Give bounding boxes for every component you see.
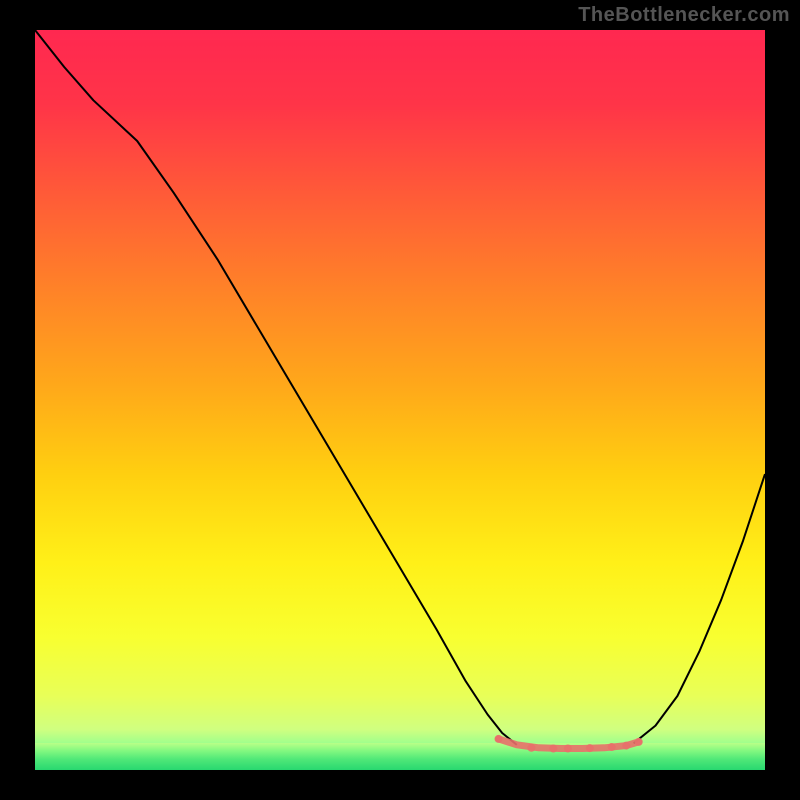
bottleneck-curve-left [35, 30, 517, 745]
optimal-range-marker [622, 742, 630, 750]
optimal-range-marker [549, 745, 557, 753]
watermark-text: TheBottlenecker.com [578, 4, 790, 27]
optimal-range-marker [564, 745, 572, 753]
optimal-range-marker [586, 744, 594, 752]
optimal-range-marker [495, 735, 503, 743]
bottleneck-curve-right [634, 474, 765, 743]
plot-area [35, 30, 765, 770]
optimal-range-marker [608, 743, 616, 751]
curve-layer [35, 30, 765, 770]
optimal-range-marker [527, 744, 535, 752]
optimal-range-marker [635, 738, 643, 746]
